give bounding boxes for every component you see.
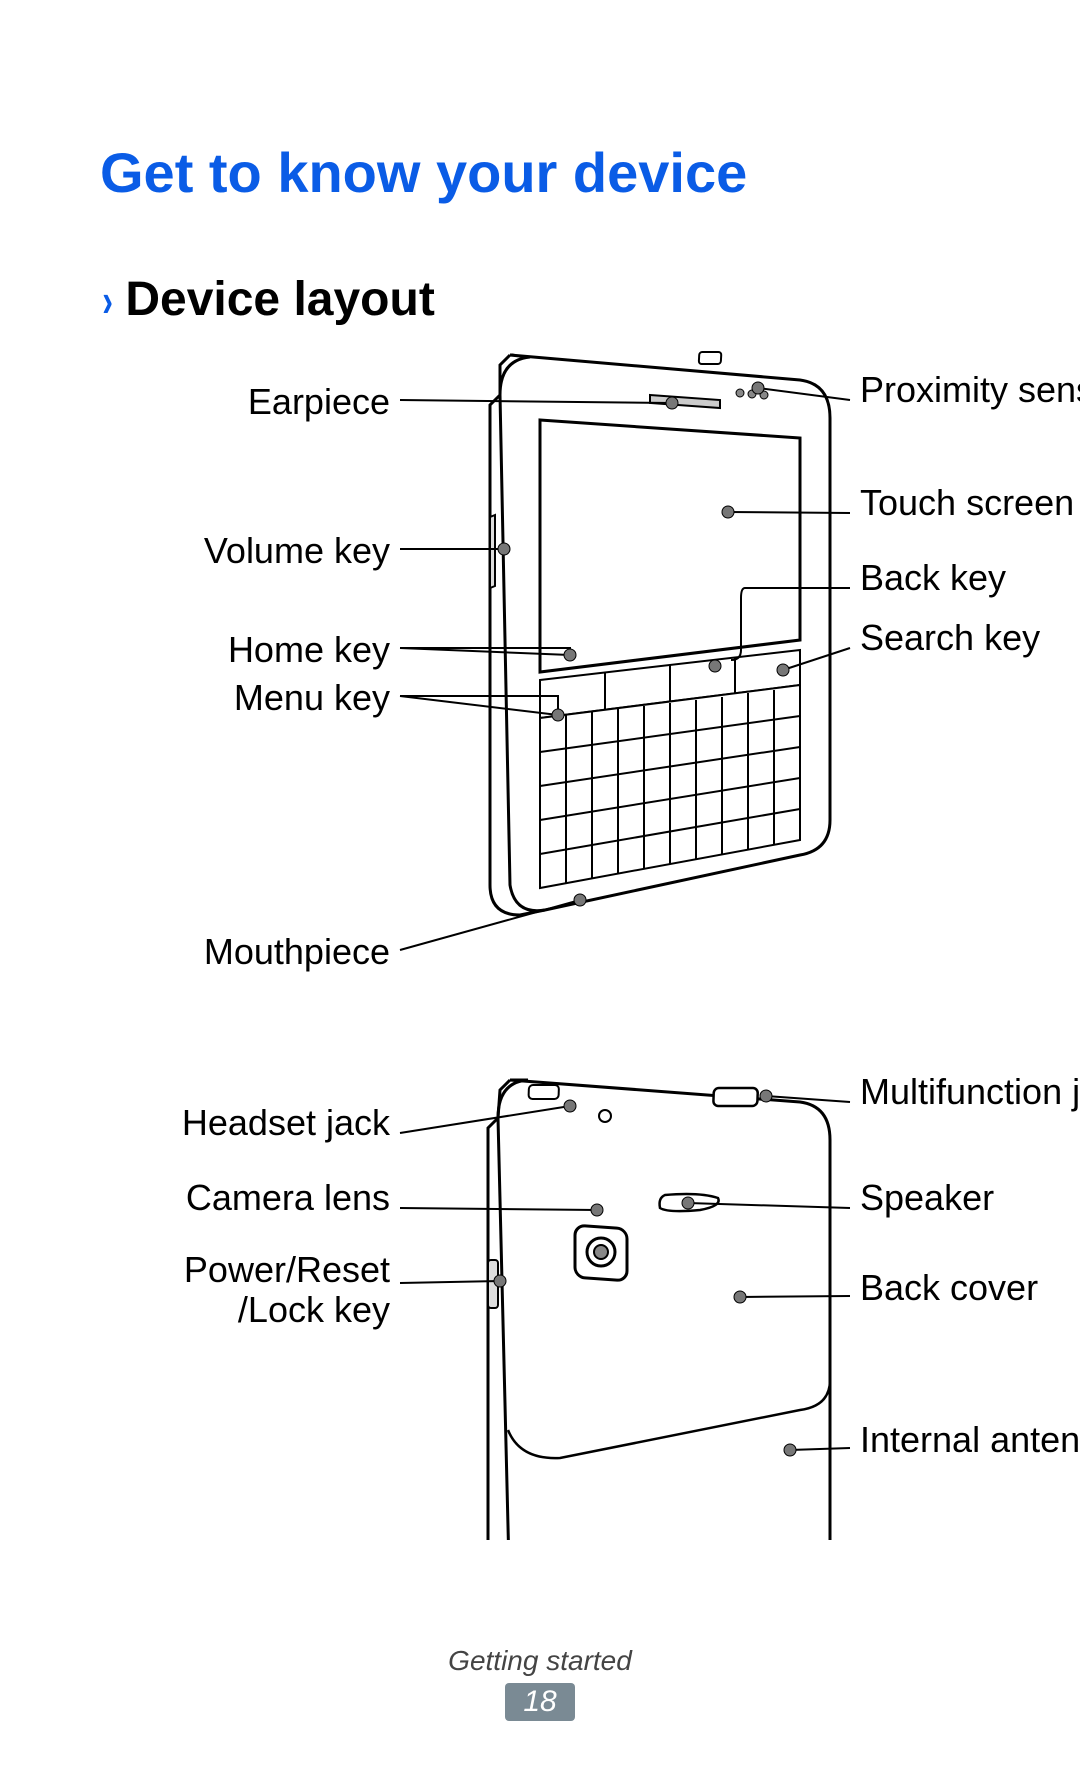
label-power-key: Power/Reset /Lock key [184,1250,390,1329]
page-number-box: 18 [505,1683,574,1721]
label-earpiece: Earpiece [248,382,390,422]
section-title: Device layout [125,272,434,327]
label-back-cover: Back cover [860,1268,1038,1308]
label-search-key: Search key [860,618,1040,658]
section-heading: › Device layout [100,272,435,327]
footer-section-name: Getting started [0,1645,1080,1677]
page-footer: Getting started 18 [0,1645,1080,1721]
label-back-key: Back key [860,558,1006,598]
label-camera-lens: Camera lens [186,1178,390,1218]
label-headset-jack: Headset jack [182,1103,390,1143]
label-multifunction-jack: Multifunction jack [860,1072,1080,1112]
label-proximity-sensor: Proximity sensor [860,370,1080,410]
page-title: Get to know your device [100,140,747,205]
label-speaker: Speaker [860,1178,994,1218]
label-volume-key: Volume key [204,531,390,571]
label-touch-screen: Touch screen [860,483,1074,523]
manual-page: Get to know your device › Device layout [0,0,1080,1771]
label-internal-antenna: Internal antenna [860,1420,1080,1460]
device-diagram: Earpiece Volume key Home key Menu key Mo… [0,340,1080,1490]
chevron-icon: › [102,277,113,323]
label-home-key: Home key [228,630,390,670]
label-menu-key: Menu key [234,678,390,718]
label-mouthpiece: Mouthpiece [204,932,390,972]
